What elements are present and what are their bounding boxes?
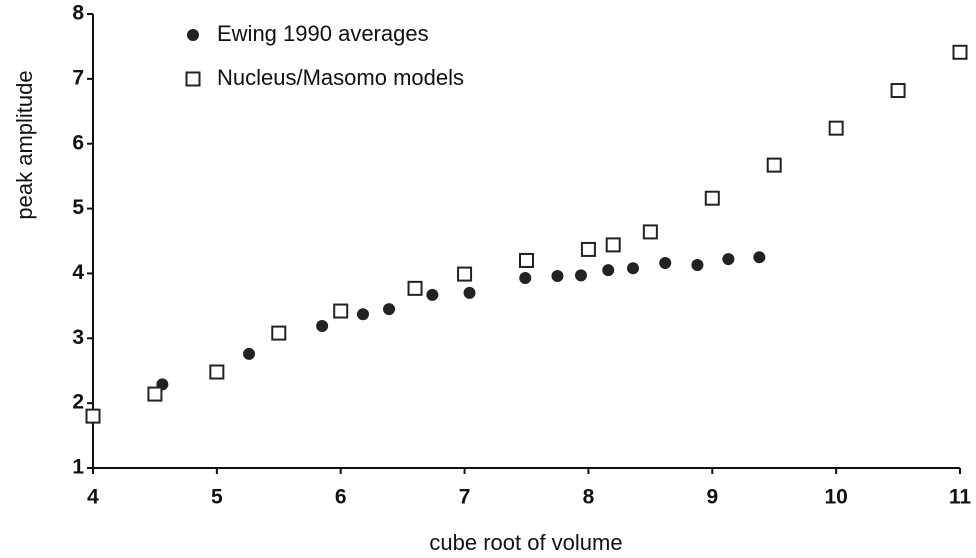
y-tick-label: 7 [72,66,84,89]
point [457,266,473,282]
point [243,347,256,360]
point [316,319,329,332]
point [271,325,287,341]
legend-label: Ewing 1990 averages [217,21,429,46]
legend-marker [187,29,199,41]
point [605,237,621,253]
point [383,303,396,316]
x-tick-label: 4 [87,486,99,509]
point [357,308,370,321]
point [85,408,101,424]
x-tick-label: 9 [706,486,718,509]
legend-marker [185,71,201,87]
point [519,271,532,284]
point [753,251,766,264]
point [766,157,782,173]
x-tick-label: 5 [211,486,223,509]
point [890,83,906,99]
point [463,286,476,299]
y-axis-label: peak amplitude [12,70,37,219]
point [519,252,534,268]
legend-label: Nucleus/Masomo models [217,65,464,90]
y-tick-label: 2 [72,391,84,414]
point [602,264,615,277]
y-tick-label: 3 [72,326,84,349]
point [580,241,596,257]
point [333,303,349,319]
x-tick-label: 10 [824,486,847,509]
y-tick-label: 8 [72,2,84,25]
y-tick-label: 5 [72,196,84,219]
point [952,44,968,60]
y-tick-label: 1 [72,456,84,479]
point [828,120,844,136]
point [642,224,658,240]
y-tick-label: 4 [72,261,84,284]
x-tick-label: 6 [335,486,347,509]
point [551,270,564,283]
point [627,262,640,275]
point [209,364,225,380]
y-tick-label: 6 [72,131,84,154]
point [691,258,704,271]
point [147,386,163,402]
point [704,190,720,206]
x-tick-label: 7 [459,486,471,509]
point [659,257,672,270]
point [407,280,423,296]
point [722,253,735,266]
x-tick-label: 11 [949,486,972,509]
x-tick-label: 8 [583,486,595,509]
x-axis-label: cube root of volume [429,530,622,555]
point [574,269,587,282]
point [426,288,439,301]
